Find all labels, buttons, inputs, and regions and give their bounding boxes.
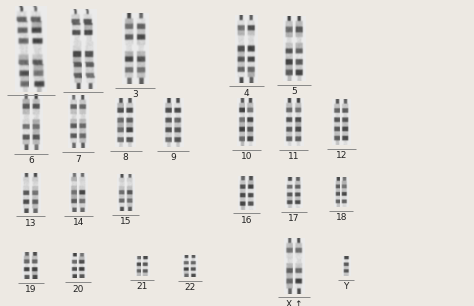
Text: 20: 20: [73, 285, 84, 293]
Text: 8: 8: [123, 153, 128, 162]
Text: 6: 6: [28, 156, 34, 165]
Text: 3: 3: [132, 90, 138, 99]
Text: 11: 11: [288, 152, 300, 161]
Text: 22: 22: [184, 283, 195, 292]
Text: 10: 10: [241, 152, 252, 161]
Text: 17: 17: [288, 214, 300, 223]
Text: X ↑: X ↑: [286, 300, 302, 306]
Text: 19: 19: [25, 285, 36, 294]
Text: 12: 12: [336, 151, 347, 160]
Text: 15: 15: [120, 217, 131, 226]
Text: 14: 14: [73, 218, 84, 227]
Text: 16: 16: [241, 216, 252, 225]
Text: 2: 2: [80, 95, 86, 104]
Text: 13: 13: [25, 219, 36, 228]
Text: 21: 21: [137, 282, 148, 291]
Text: 7: 7: [75, 155, 81, 163]
Text: 9: 9: [170, 153, 176, 162]
Text: 18: 18: [336, 214, 347, 222]
Text: 4: 4: [244, 89, 249, 98]
Text: Y: Y: [343, 282, 349, 291]
Text: 1: 1: [28, 98, 34, 107]
Text: 5: 5: [291, 87, 297, 96]
